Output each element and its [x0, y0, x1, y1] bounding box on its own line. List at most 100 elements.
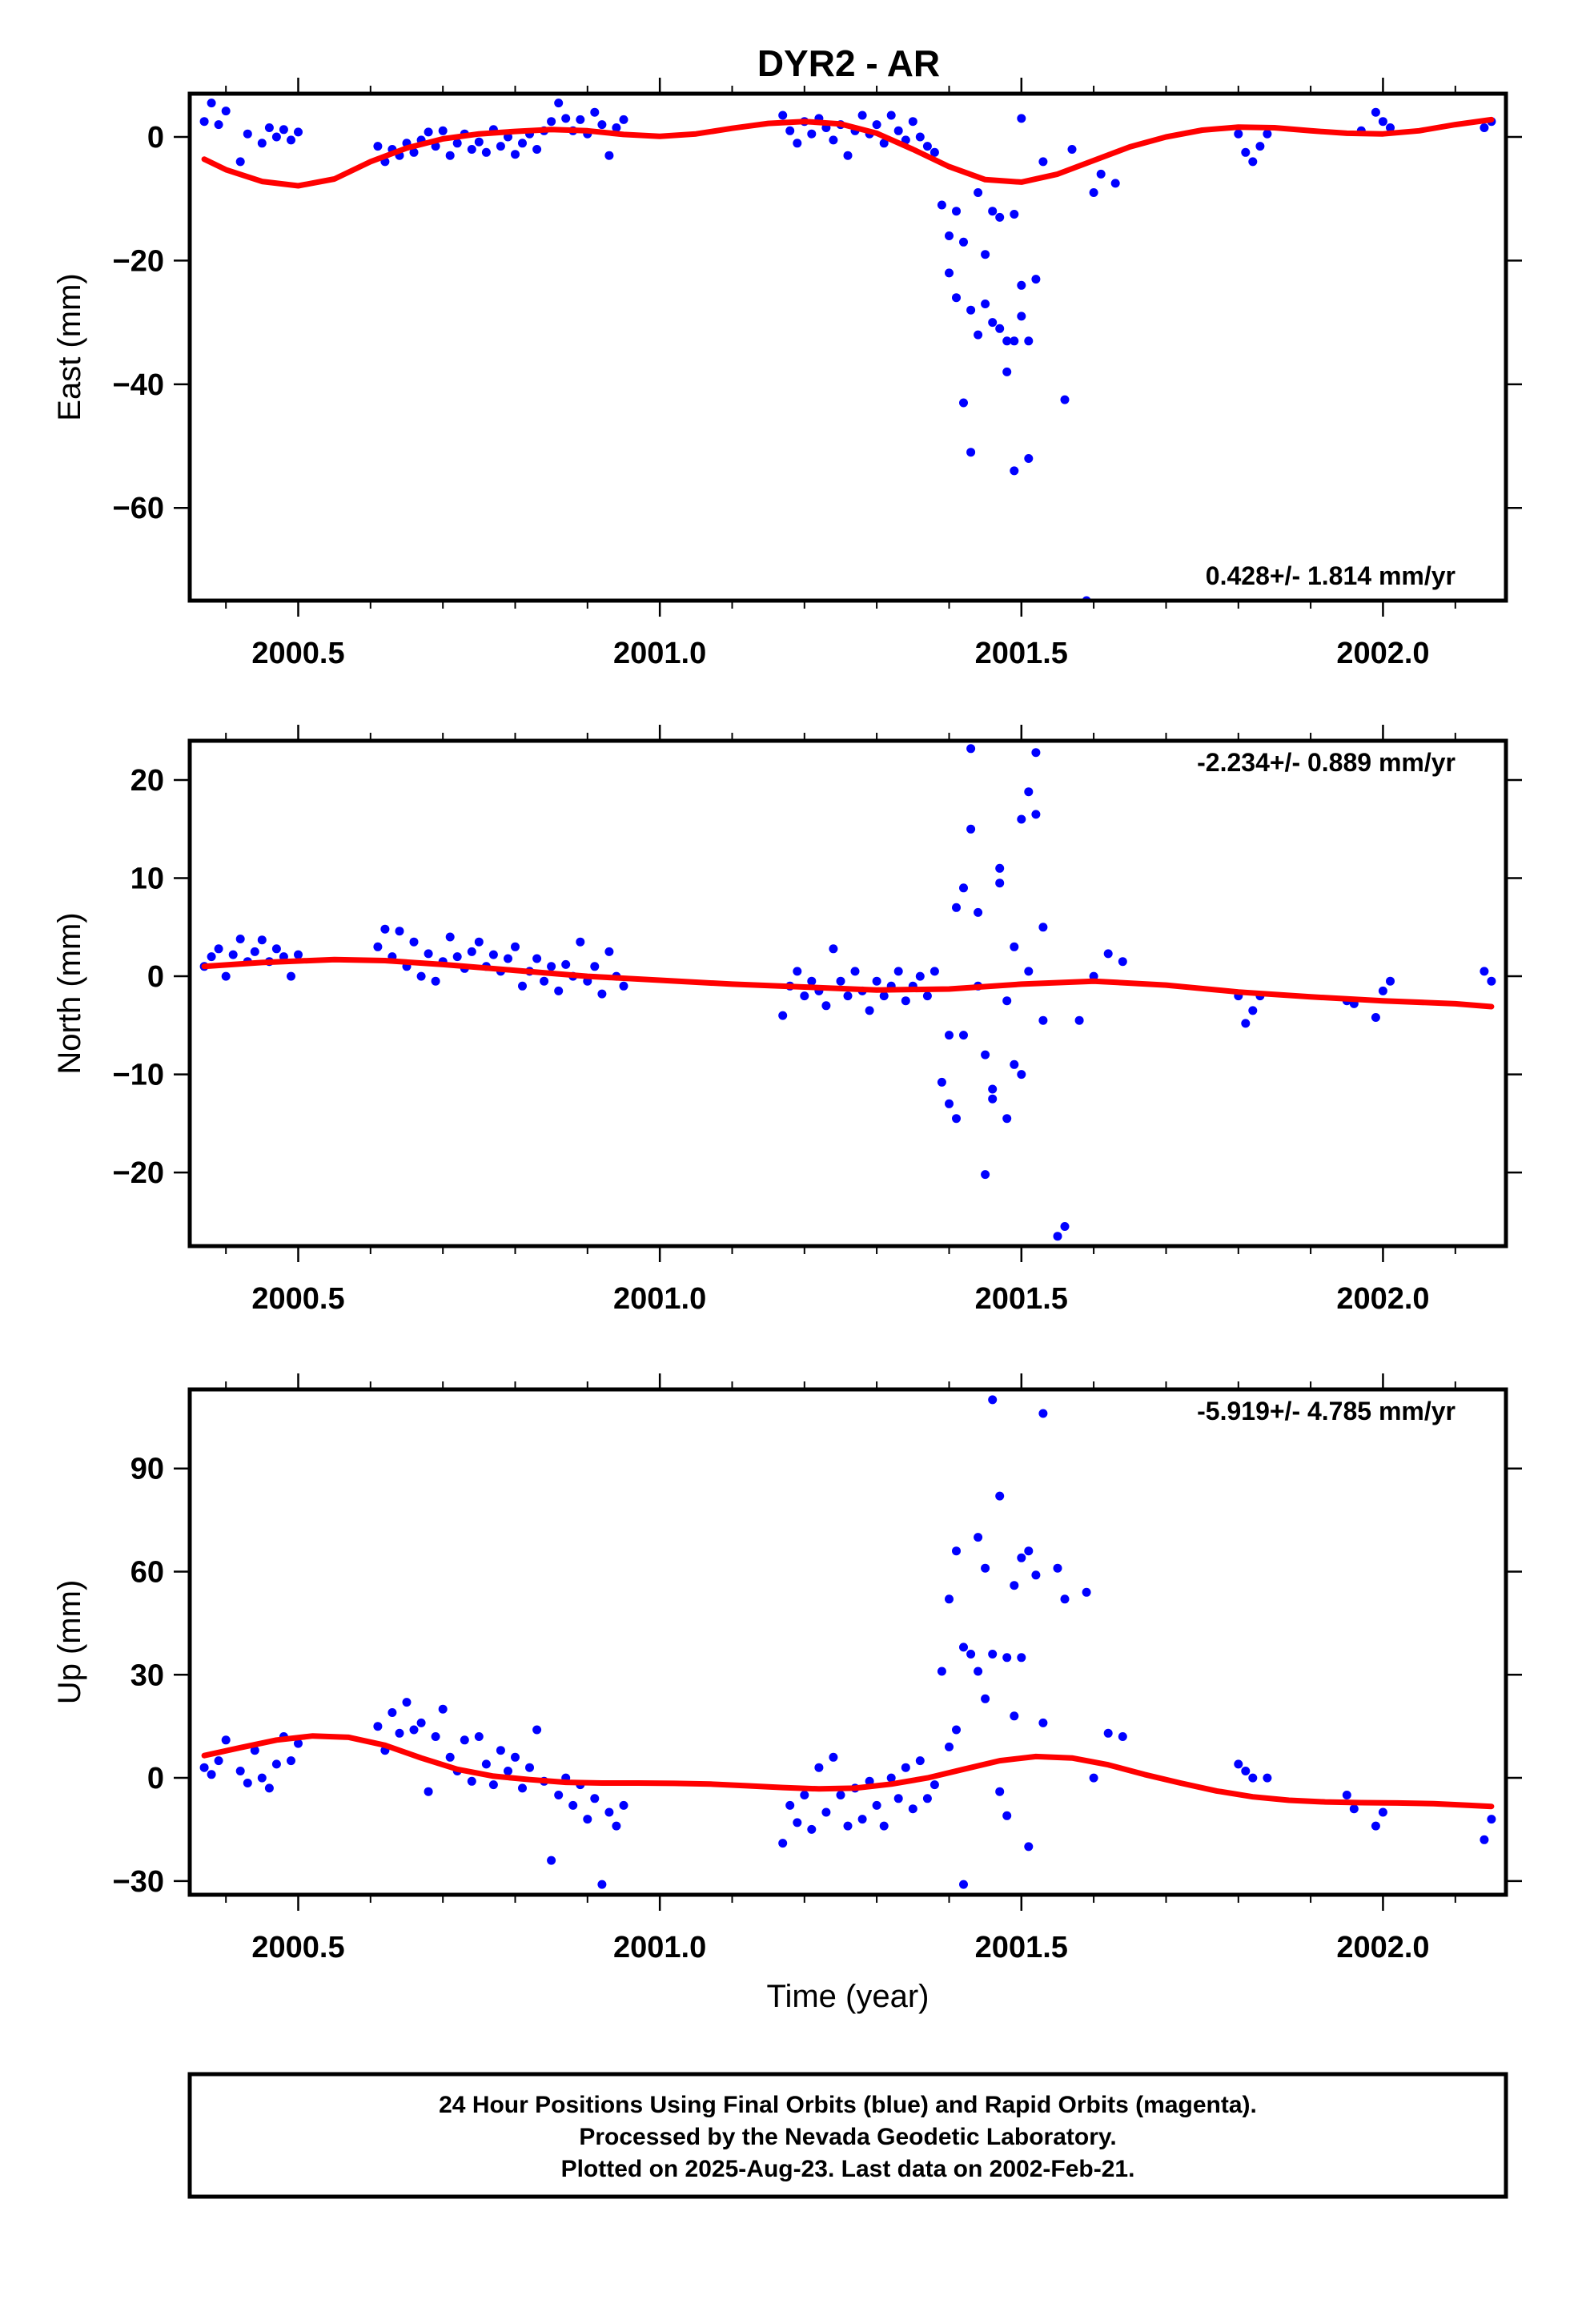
- data-point: [496, 1746, 505, 1755]
- data-point: [922, 1794, 932, 1803]
- data-point: [1371, 107, 1380, 117]
- data-point: [988, 1395, 998, 1405]
- data-point: [438, 126, 448, 135]
- data-point: [995, 863, 1005, 873]
- data-point: [893, 126, 903, 135]
- x-tick-label: 2001.0: [613, 1931, 706, 1964]
- data-point: [561, 114, 571, 123]
- y-axis-label: East (mm): [52, 273, 87, 420]
- data-point: [966, 305, 976, 315]
- data-point: [511, 942, 520, 951]
- plot-area: [199, 1395, 1496, 1889]
- footer-box: 24 Hour Positions Using Final Orbits (bl…: [187, 2072, 1508, 2199]
- y-tick-label: 0: [147, 121, 164, 155]
- data-point: [1010, 336, 1019, 346]
- data-point: [1096, 169, 1106, 179]
- data-point: [540, 976, 549, 986]
- data-point: [850, 967, 860, 976]
- data-point: [829, 135, 838, 145]
- data-point: [937, 1667, 946, 1676]
- data-point: [294, 127, 303, 137]
- panel-3: 2000.5 2001.0 2001.5 2002.0 90 60 30 0 −30 Up (mm…: [52, 1373, 1522, 2014]
- data-point: [207, 99, 216, 108]
- data-point: [474, 937, 484, 947]
- data-point: [438, 1704, 448, 1714]
- data-point: [547, 117, 556, 127]
- data-point: [287, 1756, 295, 1766]
- data-point: [1017, 1553, 1026, 1562]
- data-point: [1024, 1546, 1034, 1556]
- data-point: [221, 107, 231, 116]
- data-point: [445, 932, 455, 942]
- data-point: [1082, 1587, 1091, 1597]
- data-point: [287, 135, 295, 145]
- data-point: [988, 1084, 998, 1094]
- data-point: [1248, 157, 1258, 167]
- y-tick-label: −20: [113, 244, 164, 278]
- data-point: [264, 123, 274, 132]
- data-point: [597, 120, 607, 130]
- data-point: [279, 125, 288, 135]
- data-point: [981, 1563, 990, 1573]
- plot-frame: [187, 1387, 1508, 1897]
- data-point: [554, 99, 564, 108]
- panels-group: 2000.5 2001.0 2001.5 2002.0 0 −20 −40 −60 East (…: [52, 78, 1522, 2014]
- data-point: [807, 129, 817, 139]
- data-point: [488, 950, 498, 959]
- data-point: [431, 1732, 440, 1741]
- data-point: [959, 1642, 968, 1652]
- data-point: [865, 1006, 874, 1015]
- data-point: [1038, 923, 1048, 932]
- data-point: [235, 157, 245, 167]
- data-point: [221, 971, 231, 981]
- data-point: [959, 398, 968, 408]
- data-point: [250, 947, 259, 956]
- data-point: [800, 991, 809, 1001]
- y-tick-label: 10: [130, 862, 164, 896]
- data-point: [1234, 1759, 1243, 1769]
- data-point: [199, 1763, 209, 1772]
- data-point: [373, 142, 383, 151]
- data-point: [518, 1783, 527, 1793]
- data-point: [843, 1821, 853, 1831]
- chart-title: DYR2 - AR: [757, 42, 940, 84]
- panel-2: 2000.5 2001.0 2001.5 2002.0 20 10 0 −10 −20 North…: [52, 725, 1522, 1316]
- data-point: [1371, 1013, 1380, 1022]
- data-point: [518, 139, 527, 148]
- data-point: [1053, 1563, 1062, 1573]
- data-point: [1031, 275, 1041, 284]
- data-point: [930, 1780, 939, 1790]
- data-point: [264, 1783, 274, 1793]
- data-point: [271, 1759, 281, 1769]
- data-point: [981, 300, 990, 308]
- data-point: [452, 952, 462, 962]
- data-point: [1480, 967, 1489, 976]
- data-point: [937, 200, 946, 210]
- data-point: [974, 330, 983, 340]
- data-point: [995, 212, 1005, 222]
- data-point: [612, 1821, 621, 1831]
- data-point: [532, 145, 542, 154]
- y-tick-label: −40: [113, 368, 164, 402]
- data-point: [893, 1794, 903, 1803]
- data-point: [966, 1650, 976, 1659]
- data-point: [243, 129, 252, 139]
- data-point: [952, 1725, 961, 1735]
- data-point: [893, 967, 903, 976]
- data-point: [908, 117, 917, 127]
- data-point: [1010, 210, 1019, 219]
- data-point: [416, 971, 426, 981]
- data-point: [1378, 986, 1387, 995]
- data-point: [228, 950, 238, 959]
- data-point: [1386, 123, 1395, 132]
- data-point: [1031, 748, 1041, 758]
- data-point: [879, 1821, 889, 1831]
- data-point: [612, 123, 621, 132]
- data-point: [1103, 1728, 1113, 1738]
- x-tick-label: 2001.5: [975, 1282, 1068, 1316]
- data-point: [402, 1698, 412, 1707]
- data-point: [945, 1031, 954, 1040]
- data-point: [1263, 1773, 1272, 1783]
- data-point: [1342, 1791, 1351, 1799]
- data-point: [604, 1807, 614, 1817]
